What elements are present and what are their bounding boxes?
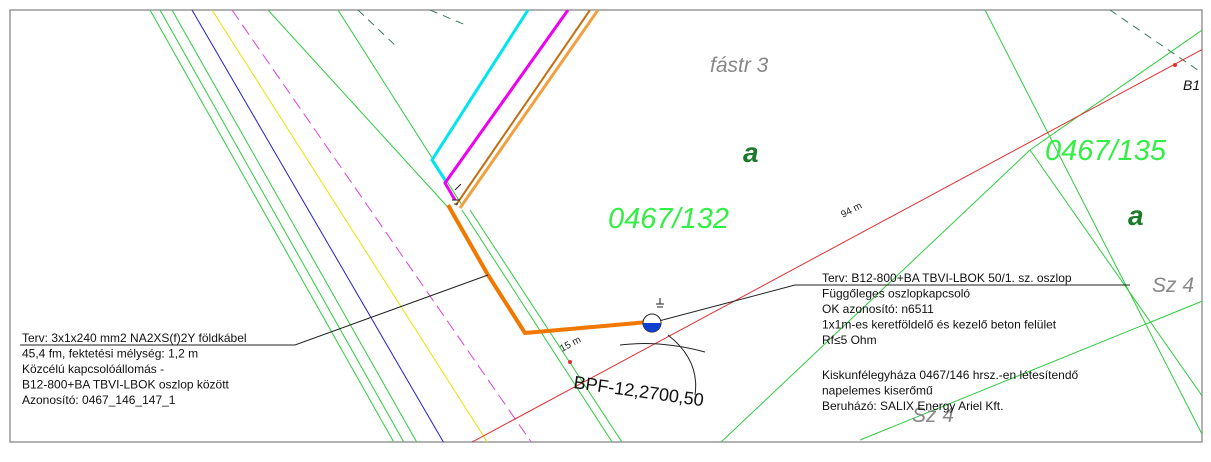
note-line: 1x1m-es keretföldelő és kezelő beton fel… [822, 318, 1057, 332]
corner-label: B1 [1183, 77, 1200, 93]
map-view: fástr 3 0467/132 0467/135 a a Sz 4 Sz 4 … [0, 0, 1211, 462]
note-line: Azonosító: 0467_146_147_1 [22, 393, 176, 407]
note-line: B12-800+BA TBVI-LBOK oszlop között [22, 378, 230, 392]
class-label: a [743, 137, 759, 168]
point [1173, 63, 1177, 67]
note-line: napelemes kiserőmű [822, 384, 933, 398]
note-line: Beruházó: SALIX Energy Ariel Kft. [822, 399, 1003, 413]
note-line: Terv: B12-800+BA TBVI-LBOK 50/1. sz. osz… [822, 271, 1072, 285]
point [568, 360, 572, 364]
parcel-label: Sz 4 [1152, 274, 1194, 297]
map-drawing: fástr 3 0467/132 0467/135 a a Sz 4 Sz 4 … [0, 0, 1211, 462]
parcel-number: 0467/135 [1045, 135, 1167, 167]
parcel-label: fástr 3 [710, 54, 769, 77]
note-line: Közcélú kapcsolóállomás - [22, 362, 164, 376]
parcel-number: 0467/132 [608, 203, 729, 235]
note-line: Kiskunfélegyháza 0467/146 hrsz.-en létes… [822, 368, 1078, 382]
note-line: Függőleges oszlopkapcsoló [822, 287, 970, 301]
note-line: Terv: 3x1x240 mm2 NA2XS(f)2Y földkábel [22, 331, 247, 345]
note-line: Rf≤5 Ohm [822, 333, 877, 347]
class-label: a [1128, 200, 1144, 231]
note-line: OK azonosító: n6511 [822, 302, 934, 316]
note-line: 45,4 fm, fektetési mélység: 1,2 m [22, 347, 198, 361]
